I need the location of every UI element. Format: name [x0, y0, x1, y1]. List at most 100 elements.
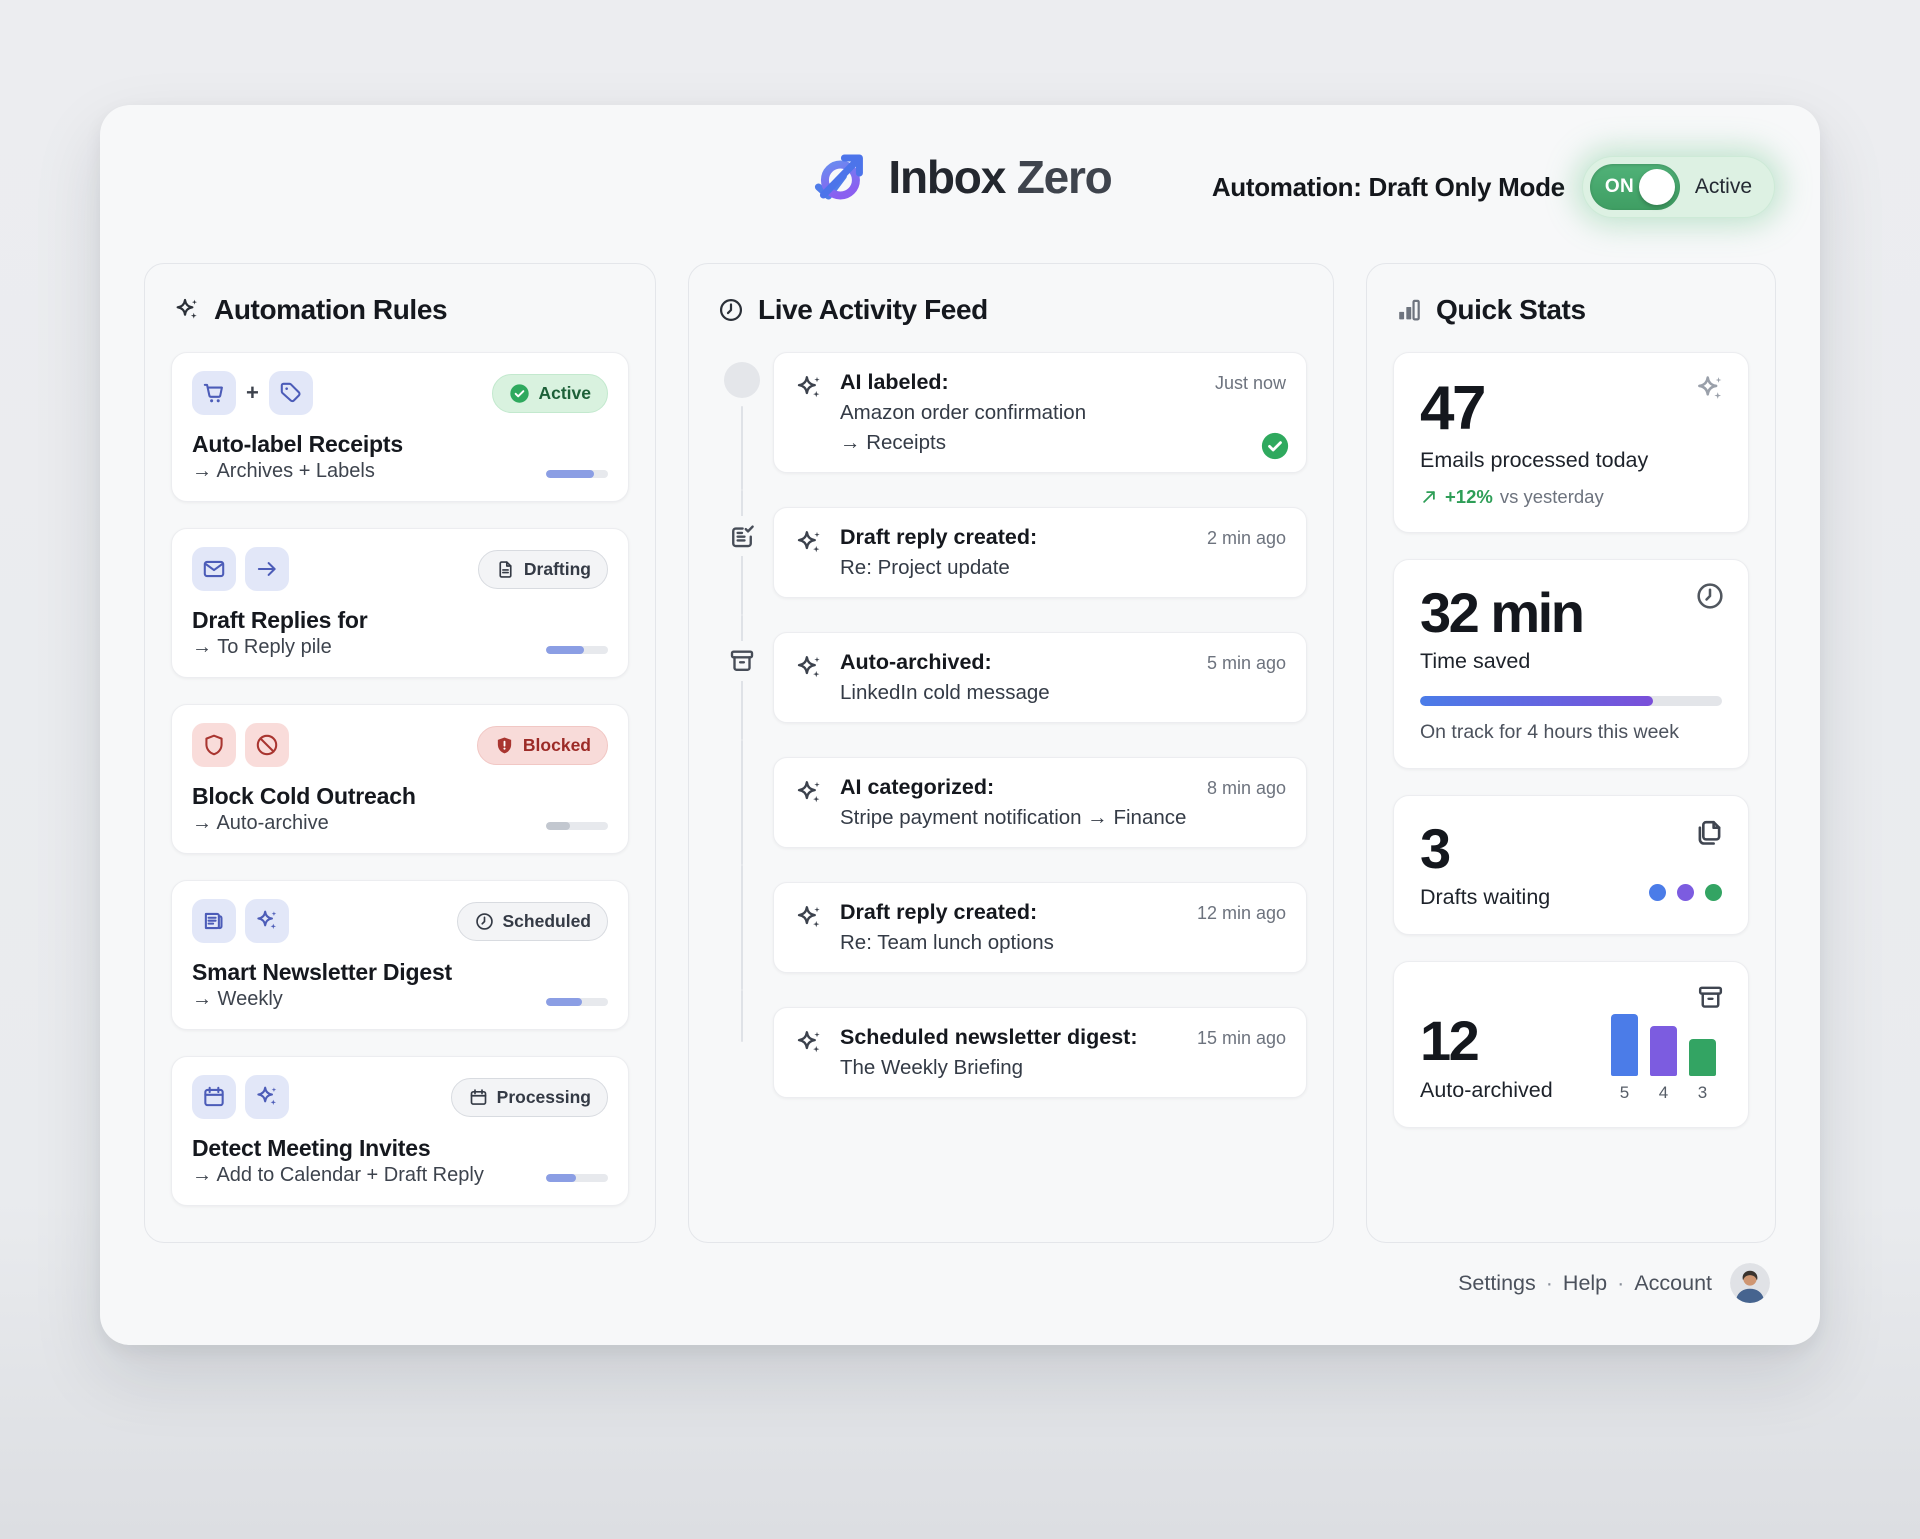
archive-icon	[1695, 982, 1726, 1013]
feed-item-ai-labeled: AI labeled: Just now Amazon order confirma…	[773, 352, 1307, 473]
ban-icon	[245, 723, 289, 767]
auto-archived-value: 12	[1420, 1009, 1480, 1073]
sparkles-icon	[173, 296, 201, 324]
settings-link[interactable]: Settings	[1458, 1270, 1536, 1295]
cart-icon	[192, 371, 236, 415]
app-panel: Inbox Zero Automation: Draft Only Mode O…	[100, 105, 1820, 1345]
sparkles-icon	[245, 899, 289, 943]
feed-timeline-rail	[715, 352, 773, 490]
rule-card-block-cold-outreach[interactable]: Blocked Block Cold Outreach → Auto-archive	[171, 704, 629, 854]
rule-card-smart-newsletter-digest[interactable]: Scheduled Smart Newsletter Digest → Weekly	[171, 880, 629, 1030]
feed-row: AI labeled: Just now Amazon order confirma…	[715, 352, 1307, 490]
feed-item-ai-categorized: AI categorized: 8 min ago Stripe payment n…	[773, 757, 1307, 848]
account-link[interactable]: Account	[1634, 1270, 1712, 1295]
footer-separator: ·	[1545, 1270, 1553, 1295]
sparkles-icon	[1694, 373, 1726, 405]
note-check-icon	[727, 521, 757, 551]
sparkles-icon	[794, 903, 824, 933]
stat-auto-archived: 12 Auto-archived 5 4 3	[1393, 961, 1749, 1128]
automation-mode-label: Automation: Draft Only Mode	[1211, 171, 1565, 202]
feed-item-detail: Re: Team lunch options	[840, 931, 1054, 954]
feed-row: Scheduled newsletter digest: 15 min ago Th…	[715, 990, 1307, 1098]
quick-stats-header: Quick Stats	[1395, 294, 1749, 326]
plus-separator: +	[246, 380, 259, 405]
rule-action: → Archives + Labels	[192, 460, 375, 482]
toggle-knob[interactable]	[1638, 169, 1675, 205]
badge-label: Processing	[496, 1086, 591, 1107]
mini-bar	[1611, 1013, 1638, 1076]
rule-status-badge: Active	[492, 373, 608, 413]
timeline-line	[741, 990, 743, 1042]
brand: Inbox Zero	[808, 145, 1113, 209]
delta-percent: +12%	[1445, 486, 1493, 508]
badge-label: Blocked	[522, 734, 591, 755]
stat-emails-processed: 47 Emails processed today +12% vs yester…	[1393, 352, 1749, 534]
rule-card-auto-label-receipts[interactable]: + Active Auto-label Receipts → Archives + L…	[171, 352, 629, 502]
tag-icon	[268, 371, 313, 415]
clock-icon	[474, 911, 495, 932]
feed-item-draft-reply-created: Draft reply created: 12 min ago Re: Team l…	[773, 882, 1307, 973]
mini-bar	[1689, 1038, 1716, 1076]
feed-row: Draft reply created: 2 min ago Re: Project…	[715, 490, 1307, 615]
help-link[interactable]: Help	[1562, 1270, 1608, 1295]
rule-title: Draft Replies for	[192, 607, 368, 633]
rule-action: → Add to Calendar + Draft Reply	[192, 1164, 484, 1186]
footer-separator: ·	[1617, 1270, 1625, 1295]
timeline-line	[741, 865, 743, 990]
toggle-on-switch[interactable]: ON	[1589, 164, 1680, 210]
feed-item-title: AI categorized:	[840, 775, 995, 799]
rule-status-badge: Drafting	[477, 549, 608, 589]
rule-action: → Weekly	[192, 988, 283, 1010]
feed-row: Draft reply created: 12 min ago Re: Team l…	[715, 865, 1307, 990]
mini-bar-label: 4	[1658, 1082, 1669, 1102]
badge-label: Scheduled	[502, 910, 592, 931]
rule-icons: +	[192, 371, 313, 415]
mini-bar-label: 3	[1697, 1082, 1708, 1102]
mini-bar	[1650, 1025, 1677, 1076]
auto-archived-mini-bar-chart: 5 4 3	[1611, 1013, 1722, 1103]
feed-item-timestamp: 2 min ago	[1206, 528, 1286, 548]
automation-rules-panel: Automation Rules + Active Auto-label Recei…	[144, 263, 656, 1243]
time-saved-value: 32 min	[1420, 581, 1585, 645]
quick-stats-title: Quick Stats	[1436, 294, 1586, 325]
feed-item-draft-reply-created: Draft reply created: 2 min ago Re: Project…	[773, 507, 1307, 598]
app-footer: Settings · Help · Account	[100, 1243, 1820, 1303]
time-saved-progress-bar	[1420, 696, 1722, 707]
check-circle-icon	[509, 383, 530, 404]
time-saved-label: Time saved	[1420, 649, 1531, 674]
inbox-zero-logo-icon	[808, 145, 872, 209]
sparkles-icon	[794, 653, 824, 683]
app-header: Inbox Zero Automation: Draft Only Mode O…	[100, 105, 1820, 263]
rule-icons	[192, 899, 289, 943]
drafts-waiting-label: Drafts waiting	[1420, 885, 1551, 910]
rule-card-draft-replies-for[interactable]: Drafting Draft Replies for → To Reply pile	[171, 528, 629, 678]
feed-timeline-rail	[715, 865, 773, 990]
check-circle-icon	[1260, 431, 1290, 461]
feed-item-timestamp: Just now	[1214, 373, 1286, 393]
rule-title: Auto-label Receipts	[192, 431, 403, 457]
stat-time-saved: 32 min Time saved On track for 4 hours t…	[1393, 559, 1749, 770]
user-avatar[interactable]	[1730, 1263, 1770, 1303]
rule-progress-bar	[546, 646, 608, 654]
automation-toggle[interactable]: ON Active	[1582, 157, 1774, 217]
calendar-icon	[192, 1075, 236, 1119]
emails-processed-value: 47	[1420, 374, 1486, 443]
rule-card-detect-meeting-invites[interactable]: Processing Detect Meeting Invites → Add to…	[171, 1056, 629, 1206]
live-activity-feed-panel: Live Activity Feed AI labeled: Just now Am…	[688, 263, 1334, 1243]
emails-processed-label: Emails processed today	[1420, 448, 1649, 473]
rules-list: + Active Auto-label Receipts → Archives + L…	[171, 352, 629, 1206]
arrow-up-right-icon	[1420, 488, 1438, 506]
arrow-right-icon	[245, 547, 289, 591]
mini-bar-label: 5	[1619, 1082, 1630, 1102]
toggle-state-label: ON	[1604, 176, 1635, 197]
quick-stats-panel: Quick Stats 47 Emails processed today +1…	[1366, 263, 1776, 1243]
rule-icons	[192, 547, 289, 591]
rule-action: → To Reply pile	[192, 636, 332, 658]
live-activity-feed-title: Live Activity Feed	[758, 294, 988, 325]
rule-icons	[192, 1075, 289, 1119]
feed-item-timestamp: 12 min ago	[1196, 903, 1286, 923]
feed-timeline-rail	[715, 615, 773, 740]
live-activity-feed-header: Live Activity Feed	[717, 294, 1307, 326]
sparkles-icon	[794, 373, 824, 403]
mail-icon	[192, 547, 236, 591]
